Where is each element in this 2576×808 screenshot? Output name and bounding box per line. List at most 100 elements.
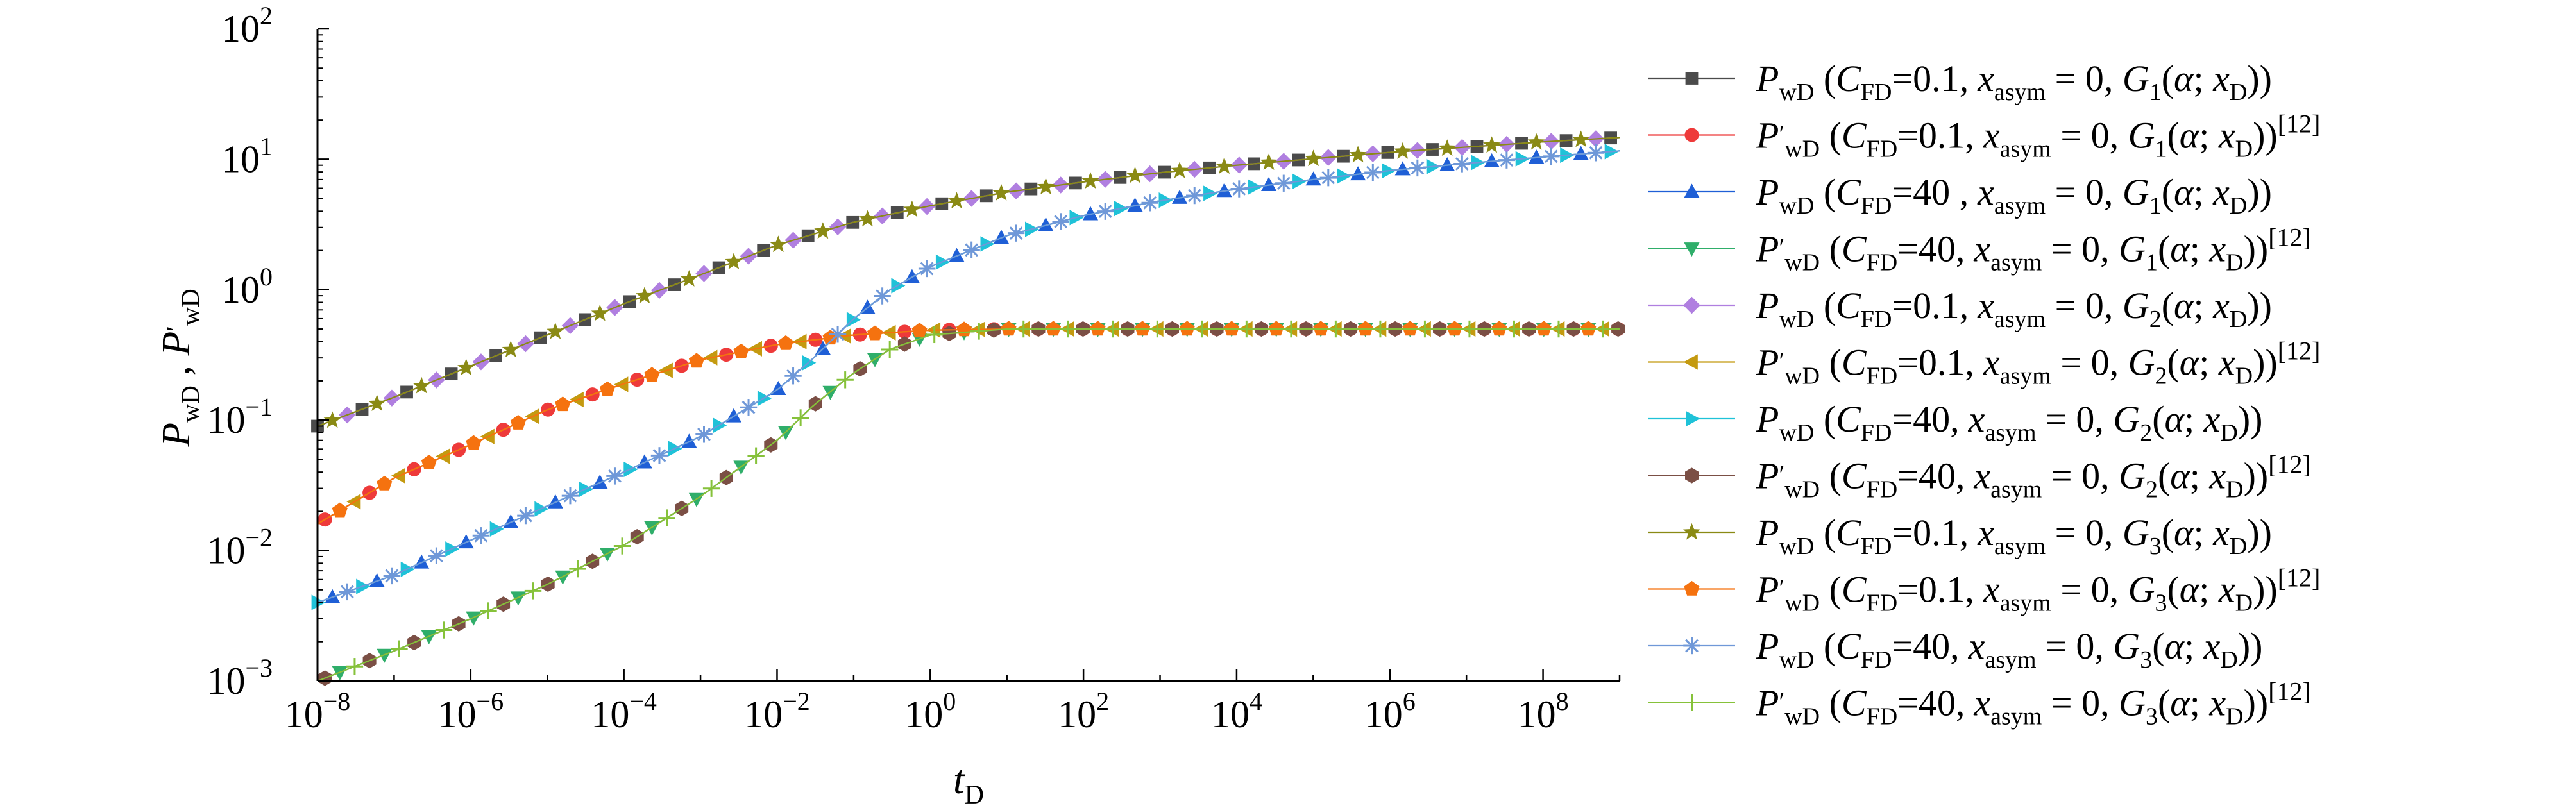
x-tick-label: 10−2: [744, 687, 810, 736]
y-axis-label: PwD , P′wD: [155, 289, 205, 448]
data-point: [1090, 321, 1106, 336]
data-point: [466, 435, 482, 450]
legend-item-10: P′wD (CFD=0.1, xasym = 0, G3(α; xD))[12]: [1648, 564, 2320, 617]
data-point: [547, 322, 564, 339]
data-point: [1135, 321, 1151, 336]
legend-marker: [1683, 694, 1700, 711]
series-7: [311, 144, 1620, 610]
data-point: [681, 433, 697, 448]
legend-marker: [1684, 242, 1700, 257]
data-point: [472, 527, 490, 544]
data-point: [947, 192, 966, 209]
data-point: [725, 253, 743, 269]
data-point: [561, 487, 579, 505]
series-11: [317, 144, 1620, 603]
data-point: [466, 611, 482, 626]
data-point: [815, 341, 831, 355]
data-point: [599, 548, 615, 562]
legend-label: PwD (CFD=40 , xasym = 0, G1(α; xD)): [1756, 171, 2272, 219]
data-point: [1394, 142, 1412, 159]
series-line: [317, 137, 1620, 427]
data-point: [1580, 321, 1597, 336]
data-point: [1357, 321, 1373, 336]
data-point: [1179, 321, 1195, 336]
data-point: [383, 567, 401, 585]
data-point: [650, 447, 668, 464]
data-point: [1082, 206, 1099, 221]
data-point: [325, 589, 341, 603]
legend-label: PwD (CFD=40, xasym = 0, G2(α; xD)): [1756, 398, 2262, 446]
data-point: [591, 304, 609, 321]
data-point: [332, 666, 348, 680]
data-point: [1491, 321, 1507, 336]
data-point: [428, 547, 445, 564]
legend-label: P′wD (CFD=40, xasym = 0, G1(α; xD))[12]: [1756, 223, 2311, 276]
data-point: [963, 241, 980, 259]
data-point: [323, 411, 341, 428]
x-tick-label: 10−8: [285, 687, 351, 736]
series-layer: [311, 130, 1625, 686]
data-point: [970, 323, 988, 340]
data-point: [458, 534, 474, 549]
data-point: [480, 602, 497, 619]
data-point: [777, 426, 794, 441]
data-point: [993, 230, 1010, 244]
data-point: [1038, 217, 1054, 231]
data-point: [1046, 321, 1062, 336]
data-point: [1572, 130, 1590, 147]
series-line: [317, 328, 1620, 682]
data-point: [918, 260, 936, 278]
data-point: [1529, 149, 1545, 164]
x-tick-label: 10−4: [591, 687, 657, 736]
data-point: [747, 447, 765, 464]
legend-label: P′wD (CFD=0.1, xasym = 0, G2(α; xD))[12]: [1756, 337, 2320, 390]
data-point: [555, 570, 571, 585]
data-point: [949, 248, 965, 262]
data-point: [1305, 171, 1321, 186]
legend-label: PwD (CFD=0.1, xasym = 0, G2(α; xD)): [1756, 285, 2272, 333]
data-point: [1587, 144, 1605, 162]
data-point: [1007, 224, 1025, 242]
data-point: [1268, 321, 1284, 336]
data-point: [1349, 146, 1367, 163]
data-point: [1438, 139, 1456, 156]
data-point: [421, 630, 437, 644]
data-point: [784, 367, 802, 385]
data-point: [1172, 189, 1188, 204]
data-point: [814, 222, 832, 239]
data-point: [1536, 321, 1552, 336]
data-point: [1104, 320, 1121, 338]
legend-item-7: PwD (CFD=40, xasym = 0, G2(α; xD)): [1648, 398, 2262, 446]
legend-item-11: PwD (CFD=40, xasym = 0, G3(α; xD)): [1648, 625, 2262, 673]
legend-marker: [1686, 410, 1700, 427]
data-point: [1550, 320, 1568, 338]
data-point: [1483, 136, 1501, 153]
data-point: [992, 183, 1010, 201]
legend-marker: [1682, 523, 1701, 540]
data-point: [1127, 198, 1143, 212]
data-point: [503, 514, 519, 528]
data-point: [1319, 169, 1337, 187]
series-line: [317, 150, 1620, 603]
data-point: [688, 353, 704, 368]
series-line: [317, 150, 1620, 603]
data-point: [1573, 146, 1589, 160]
data-point: [1052, 213, 1069, 230]
data-point: [613, 537, 631, 555]
data-point: [1402, 321, 1418, 336]
legend: PwD (CFD=0.1, xasym = 0, G1(α; xD))P′wD (…: [1648, 58, 2320, 730]
x-tick-label: 108: [1518, 687, 1569, 736]
legend-label: P′wD (CFD=0.1, xasym = 0, G3(α; xD))[12]: [1756, 564, 2320, 617]
y-tick-label: 10−3: [207, 653, 273, 702]
data-point: [1171, 162, 1189, 178]
legend-marker: [1683, 296, 1700, 314]
data-point: [1037, 178, 1055, 195]
data-point: [956, 321, 972, 337]
data-point: [421, 455, 437, 469]
data-point: [1527, 133, 1545, 150]
x-tick-label: 104: [1211, 687, 1262, 736]
data-point: [792, 409, 809, 426]
data-point: [658, 509, 675, 526]
data-point: [680, 270, 698, 287]
data-point: [769, 235, 787, 253]
